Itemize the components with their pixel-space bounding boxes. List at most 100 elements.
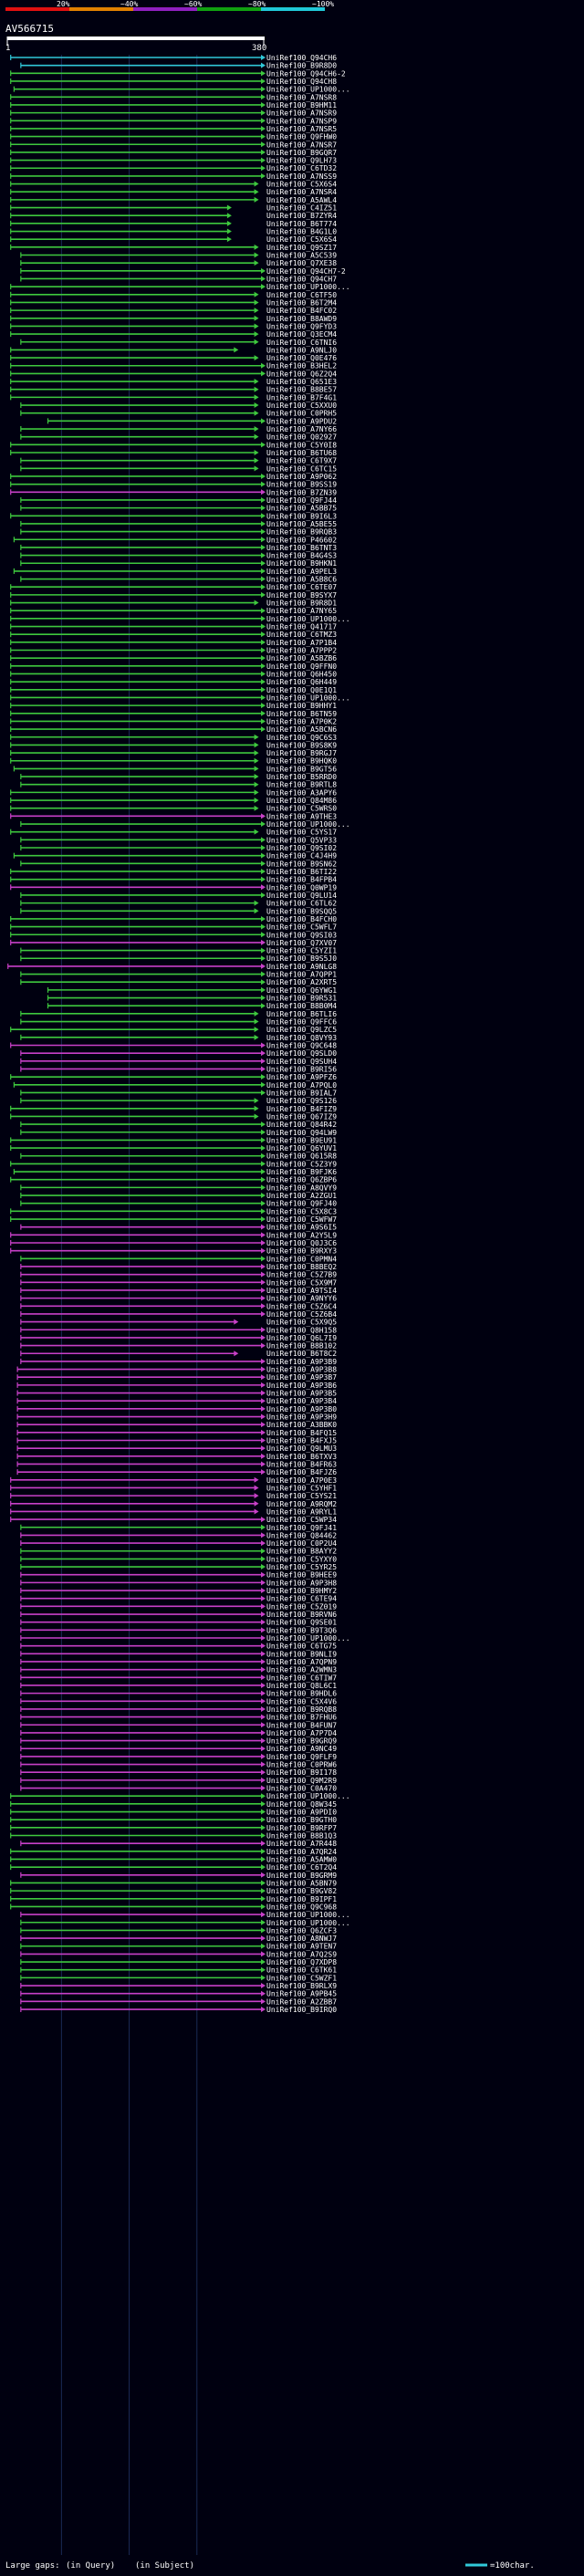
hit-row[interactable]: UniRef100_C5YHF1	[10, 1484, 338, 1492]
hit-label[interactable]: UniRef100_Q9FLF9	[266, 1753, 337, 1761]
hit-label[interactable]: UniRef100_C5YHF1	[266, 1484, 337, 1492]
hit-row[interactable]: UniRef100_Q9FJ41	[20, 1524, 337, 1532]
hit-row[interactable]: UniRef100_B9RI56	[20, 1065, 337, 1073]
hit-label[interactable]: UniRef100_B4FIZ9	[266, 1105, 337, 1113]
hit-label[interactable]: UniRef100_A8QVY9	[266, 1184, 337, 1192]
hit-label[interactable]: UniRef100_A5AMW0	[266, 1855, 337, 1863]
hit-row[interactable]: UniRef100_C4IZ51	[10, 204, 338, 213]
hit-row[interactable]: UniRef100_B9HMY2	[20, 1587, 337, 1595]
hit-row[interactable]: UniRef100_B9HM11	[10, 101, 338, 110]
hit-label[interactable]: UniRef100_Q9SI02	[266, 844, 337, 852]
hit-row[interactable]: UniRef100_B9RFP7	[10, 1824, 338, 1832]
hit-label[interactable]: UniRef100_A9NLJ0	[266, 346, 337, 354]
hit-row[interactable]: UniRef100_C5X6S4	[10, 235, 338, 244]
hit-label[interactable]: UniRef100_A9THE3	[266, 812, 337, 820]
hit-label[interactable]: UniRef100_Q9LU14	[266, 892, 337, 900]
hit-row[interactable]: UniRef100_C5X9Q5	[20, 1319, 337, 1327]
hit-row[interactable]: UniRef100_A9P3B5	[16, 1390, 337, 1398]
hit-label[interactable]: UniRef100_B4G4S3	[266, 552, 337, 560]
hit-label[interactable]: UniRef100_B9S8K9	[266, 741, 337, 749]
hit-label[interactable]: UniRef100_Q9C6S3	[266, 734, 337, 742]
hit-row[interactable]: UniRef100_Q651E3	[10, 378, 338, 386]
hit-label[interactable]: UniRef100_A7P7D4	[266, 1729, 337, 1737]
hit-label[interactable]: UniRef100_B9GRM9	[266, 1872, 337, 1880]
hit-label[interactable]: UniRef100_A5BZB6	[266, 654, 337, 662]
hit-label[interactable]: UniRef100_A3APY6	[266, 788, 337, 797]
hit-label[interactable]: UniRef100_Q6H450	[266, 670, 337, 678]
hit-label[interactable]: UniRef100_B9R8D0	[266, 62, 337, 70]
hit-row[interactable]: UniRef100_A9P3B8	[16, 1366, 337, 1374]
hit-label[interactable]: UniRef100_C5Z019	[266, 1602, 337, 1611]
hit-label[interactable]: UniRef100_Q6L7I9	[266, 1334, 337, 1342]
hit-row[interactable]: UniRef100_A8NWJ7	[20, 1935, 337, 1943]
hit-label[interactable]: UniRef100_B9EU91	[266, 1136, 337, 1144]
hit-label[interactable]: UniRef100_A9PDU2	[266, 417, 337, 425]
hit-row[interactable]: UniRef100_Q9FJ40	[20, 1200, 337, 1208]
hit-row[interactable]: UniRef100_P46602	[13, 536, 337, 544]
hit-label[interactable]: UniRef100_A5B8C6	[266, 576, 337, 584]
hit-label[interactable]: UniRef100_A7PPP2	[266, 647, 337, 655]
hit-label[interactable]: UniRef100_A7P0E3	[266, 1476, 337, 1485]
hit-row[interactable]: UniRef100_A7P0K2	[10, 717, 338, 725]
hit-label[interactable]: UniRef100_B4FQ15	[266, 1429, 337, 1437]
hit-label[interactable]: UniRef100_A9P3B5	[266, 1390, 337, 1398]
hit-row[interactable]: UniRef100_Q6YWG1	[47, 986, 338, 995]
hit-row[interactable]: UniRef100_B8AWD9	[10, 315, 338, 323]
hit-label[interactable]: UniRef100_C6TL62	[266, 900, 337, 908]
hit-label[interactable]: UniRef100_A5BE55	[266, 520, 337, 528]
hit-row[interactable]: UniRef100_A7P1B4	[10, 639, 338, 647]
hit-row[interactable]: UniRef100_Q9M2R9	[20, 1777, 337, 1785]
hit-label[interactable]: UniRef100_Q94CH6	[266, 54, 337, 62]
hit-label[interactable]: UniRef100_UP1000...	[266, 615, 350, 623]
hit-row[interactable]: UniRef100_Q9SZ17	[10, 244, 338, 252]
hit-row[interactable]: UniRef100_A5AMW0	[10, 1855, 338, 1863]
hit-label[interactable]: UniRef100_C6TC15	[266, 464, 337, 473]
hit-row[interactable]: UniRef100_Q9FFN0	[10, 662, 338, 671]
hit-label[interactable]: UniRef100_C0P2U4	[266, 1539, 337, 1548]
hit-row[interactable]: UniRef100_B7ZN39	[10, 488, 338, 496]
hit-label[interactable]: UniRef100_C5X6S4	[266, 181, 337, 189]
hit-label[interactable]: UniRef100_B9RI56	[266, 1065, 337, 1073]
hit-label[interactable]: UniRef100_A7R448	[266, 1840, 337, 1848]
hit-row[interactable]: UniRef100_B9R8D1	[10, 600, 338, 608]
hit-label[interactable]: UniRef100_Q94LW9	[266, 1129, 337, 1137]
hit-label[interactable]: UniRef100_A9P3B0	[266, 1405, 337, 1413]
hit-row[interactable]: UniRef100_A9THE3	[10, 812, 338, 820]
hit-row[interactable]: UniRef100_Q9FYD3	[10, 322, 338, 330]
hit-label[interactable]: UniRef100_C5WP34	[266, 1516, 337, 1524]
hit-label[interactable]: UniRef100_C5XXU0	[266, 402, 337, 410]
hit-row[interactable]: UniRef100_B9SYX7	[10, 591, 338, 600]
hit-label[interactable]: UniRef100_B8BE57	[266, 386, 337, 394]
hit-row[interactable]: UniRef100_C6T2Q4	[10, 1863, 338, 1872]
hit-row[interactable]: UniRef100_A7NY66	[20, 425, 337, 433]
hit-label[interactable]: UniRef100_B4G1L0	[266, 228, 337, 236]
hit-row[interactable]: UniRef100_B9RTL8	[20, 781, 337, 789]
hit-label[interactable]: UniRef100_C5Y0I8	[266, 441, 337, 449]
hit-row[interactable]: UniRef100_A9P062	[10, 473, 338, 481]
hit-label[interactable]: UniRef100_B9SQQ5	[266, 907, 337, 915]
hit-label[interactable]: UniRef100_UP1000...	[266, 694, 350, 702]
hit-row[interactable]: UniRef100_Q9SLD0	[20, 1049, 337, 1058]
hit-label[interactable]: UniRef100_B9SS19	[266, 481, 337, 489]
hit-label[interactable]: UniRef100_A9P3B6	[266, 1382, 337, 1390]
hit-row[interactable]: UniRef100_A9NLG8	[7, 963, 338, 971]
hit-row[interactable]: UniRef100_C5YZI1	[20, 947, 337, 955]
hit-label[interactable]: UniRef100_B9GQR7	[266, 149, 337, 157]
hit-label[interactable]: UniRef100_B9SYX7	[266, 591, 337, 600]
hit-label[interactable]: UniRef100_Q9SUH4	[266, 1058, 337, 1066]
hit-label[interactable]: UniRef100_C5WFL7	[266, 923, 337, 932]
hit-row[interactable]: UniRef100_A7Q2S9	[20, 1950, 337, 1958]
hit-label[interactable]: UniRef100_A9RQM2	[266, 1500, 337, 1508]
hit-row[interactable]: UniRef100_A5BZB6	[10, 654, 338, 662]
hit-label[interactable]: UniRef100_B4FUN7	[266, 1721, 337, 1729]
hit-row[interactable]: UniRef100_UP1000...	[20, 1911, 350, 1919]
hit-row[interactable]: UniRef100_C6TE94	[20, 1595, 337, 1603]
hit-label[interactable]: UniRef100_B9RLX9	[266, 1982, 337, 1990]
hit-row[interactable]: UniRef100_B4G1L0	[10, 228, 338, 236]
hit-label[interactable]: UniRef100_C0PRW6	[266, 1761, 337, 1769]
hit-row[interactable]: UniRef100_C5Z019	[20, 1602, 337, 1611]
hit-label[interactable]: UniRef100_A9PB45	[266, 1990, 337, 1998]
hit-label[interactable]: UniRef100_Q6ZBP6	[266, 1176, 337, 1184]
hit-row[interactable]: UniRef100_B4G4S3	[20, 552, 337, 560]
hit-row[interactable]: UniRef100_B5RRD0	[20, 773, 337, 781]
